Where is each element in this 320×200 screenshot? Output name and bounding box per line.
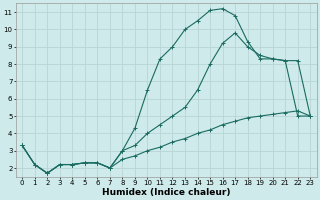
X-axis label: Humidex (Indice chaleur): Humidex (Indice chaleur) xyxy=(102,188,230,197)
